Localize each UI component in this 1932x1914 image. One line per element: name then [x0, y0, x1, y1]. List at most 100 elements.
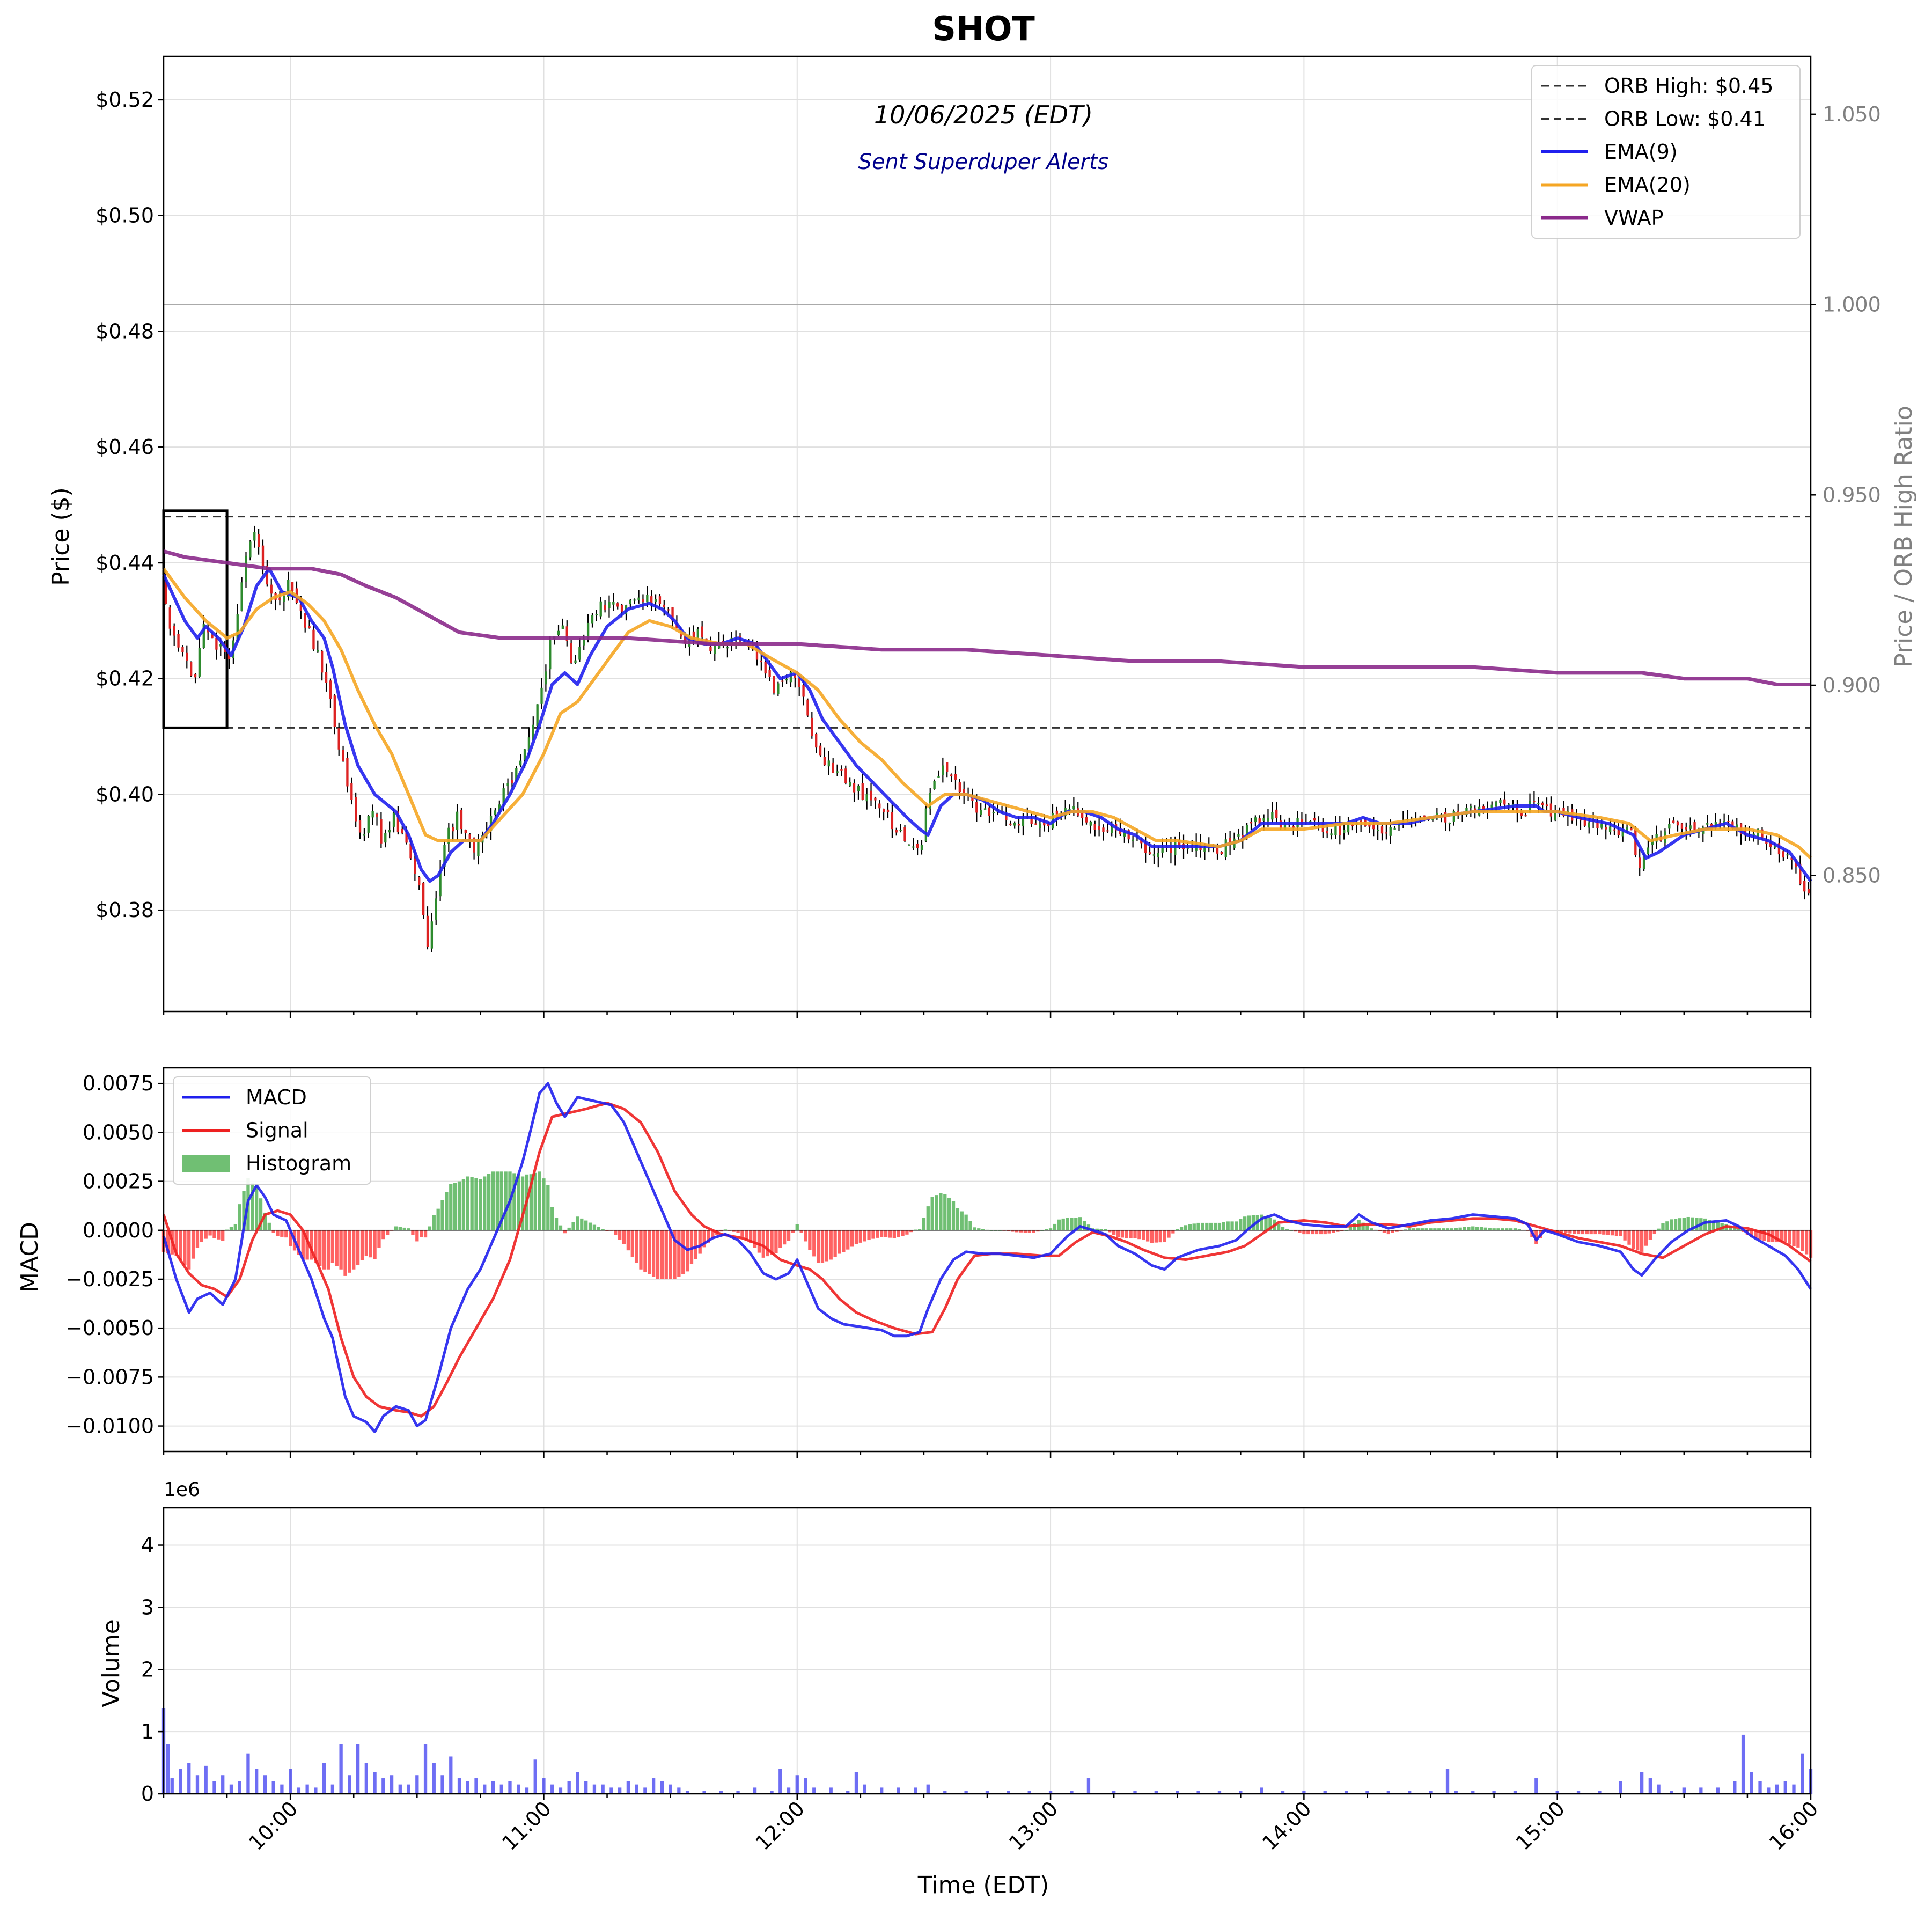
histogram-bar [1442, 1228, 1445, 1230]
candle-body [692, 631, 695, 640]
histogram-bar [951, 1201, 956, 1230]
histogram-bar [1314, 1230, 1319, 1235]
histogram-bar [310, 1230, 313, 1260]
histogram-bar [926, 1206, 930, 1230]
candle-body [798, 678, 800, 687]
histogram-bar [1294, 1230, 1297, 1232]
candle-body [583, 639, 585, 646]
histogram-bar [892, 1230, 896, 1238]
y-tick-label: −0.0025 [65, 1267, 154, 1291]
histogram-bar [1370, 1228, 1373, 1230]
volume-bar [1471, 1791, 1475, 1794]
histogram-bar [1513, 1228, 1517, 1230]
candle-body [257, 534, 260, 547]
candle-body [190, 662, 193, 676]
histogram-bar [829, 1230, 833, 1260]
volume-bar [1445, 1769, 1450, 1794]
histogram-bar [369, 1230, 372, 1258]
volume-bar [170, 1778, 174, 1794]
candle-body [1093, 824, 1096, 830]
candle-body [325, 672, 328, 683]
histogram-bar [479, 1179, 482, 1230]
candle-body [1152, 854, 1156, 856]
histogram-bar [1137, 1230, 1141, 1240]
candle-body [435, 898, 437, 920]
candle-body [477, 839, 480, 856]
candle-body [1385, 832, 1388, 834]
volume-bar [770, 1791, 774, 1794]
histogram-bar [415, 1230, 419, 1242]
volume-bar [897, 1787, 900, 1794]
candle-body [886, 809, 890, 812]
legend-vwap-label: VWAP [1604, 206, 1663, 230]
candle-body [599, 601, 602, 617]
volume-bar [804, 1778, 807, 1794]
histogram-bar [1074, 1218, 1078, 1230]
histogram-bar [411, 1230, 415, 1235]
volume-bar [584, 1781, 588, 1794]
histogram-bar [1336, 1230, 1340, 1232]
candle-body [1608, 826, 1612, 832]
histogram-bar [1467, 1227, 1471, 1230]
candle-body [549, 640, 552, 670]
candle-body [346, 758, 349, 787]
volume-bar [1133, 1791, 1137, 1794]
volume-bar [330, 1784, 335, 1794]
histogram-bar [1023, 1230, 1027, 1233]
candle-body [1795, 861, 1797, 867]
histogram-bar [588, 1222, 592, 1230]
candle-body [506, 783, 509, 787]
candle-body [561, 625, 564, 629]
histogram-bar [1433, 1228, 1437, 1230]
volume-bar [1196, 1791, 1200, 1794]
volume-bar [390, 1775, 394, 1794]
histogram-bar [981, 1229, 985, 1230]
volume-bar [1758, 1781, 1762, 1794]
histogram-bar [1416, 1228, 1420, 1230]
candle-body [663, 604, 665, 607]
histogram-bar [1019, 1230, 1023, 1233]
histogram-bar [1804, 1230, 1809, 1255]
y-tick-label: −0.0100 [65, 1414, 154, 1438]
candle-body [401, 828, 403, 833]
histogram-bar [816, 1230, 820, 1263]
candle-body [1799, 863, 1802, 884]
histogram-bar [1619, 1230, 1622, 1236]
y-tick-label: 0.0000 [83, 1219, 154, 1242]
volume-bar [685, 1791, 689, 1794]
histogram-bar [1657, 1228, 1661, 1230]
histogram-bar [820, 1230, 825, 1263]
histogram-bar [1027, 1230, 1031, 1233]
histogram-bar [487, 1174, 491, 1230]
candle-body [1313, 818, 1316, 821]
ratio-tick-label: 1.000 [1823, 293, 1881, 317]
volume-bar [381, 1778, 385, 1794]
price-panel: $0.38 $0.40 $0.42 $0.44 $0.46 $0.48 $0.50 $0.52… [96, 55, 1881, 1018]
candle-body [983, 808, 987, 810]
histogram-bar [917, 1229, 922, 1230]
candle-body [1372, 824, 1375, 830]
candle-body [312, 629, 315, 650]
histogram-bar [630, 1230, 634, 1257]
histogram-bar [842, 1230, 846, 1252]
histogram-bar [745, 1230, 748, 1240]
ratio-tick-label: 1.050 [1823, 102, 1881, 126]
volume-bar [1260, 1787, 1263, 1794]
candle-body [215, 637, 218, 650]
histogram-bar [1319, 1230, 1323, 1235]
histogram-bar [939, 1193, 943, 1230]
candle-body [827, 760, 830, 767]
histogram-bar [280, 1230, 284, 1237]
candle-body [1229, 838, 1231, 845]
volume-bar [1733, 1781, 1737, 1794]
histogram-bar [897, 1230, 900, 1237]
histogram-bar [1176, 1229, 1179, 1230]
histogram-bar [1078, 1217, 1082, 1230]
histogram-bar [466, 1176, 469, 1230]
volume-bar [466, 1781, 469, 1794]
volume-bar [1534, 1778, 1538, 1794]
histogram-bar [1614, 1230, 1619, 1236]
histogram-bar [1145, 1230, 1150, 1242]
volume-bar [1741, 1734, 1745, 1794]
histogram-bar [614, 1230, 618, 1235]
